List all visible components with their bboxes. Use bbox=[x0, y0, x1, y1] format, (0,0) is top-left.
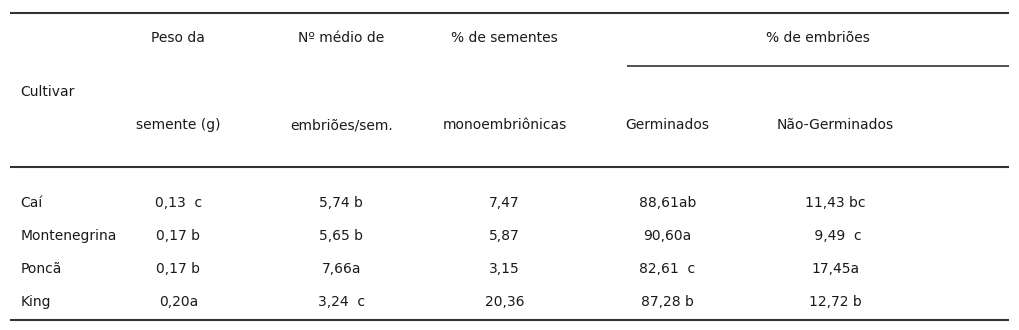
Text: 7,66a: 7,66a bbox=[322, 262, 361, 276]
Text: 5,65 b: 5,65 b bbox=[319, 229, 364, 243]
Text: Cultivar: Cultivar bbox=[20, 85, 74, 99]
Text: monoembriônicas: monoembriônicas bbox=[442, 118, 567, 132]
Text: Montenegrina: Montenegrina bbox=[20, 229, 117, 243]
Text: 0,20a: 0,20a bbox=[159, 295, 198, 309]
Text: King: King bbox=[20, 295, 51, 309]
Text: 90,60a: 90,60a bbox=[643, 229, 692, 243]
Text: 88,61ab: 88,61ab bbox=[639, 196, 696, 210]
Text: 0,13  c: 0,13 c bbox=[155, 196, 202, 210]
Text: 0,17 b: 0,17 b bbox=[156, 229, 201, 243]
Text: 82,61  c: 82,61 c bbox=[639, 262, 696, 276]
Text: 5,87: 5,87 bbox=[489, 229, 520, 243]
Text: 17,45a: 17,45a bbox=[811, 262, 860, 276]
Text: 0,17 b: 0,17 b bbox=[156, 262, 201, 276]
Text: 87,28 b: 87,28 b bbox=[641, 295, 694, 309]
Text: 3,24  c: 3,24 c bbox=[318, 295, 365, 309]
Text: 12,72 b: 12,72 b bbox=[809, 295, 862, 309]
Text: embriões/sem.: embriões/sem. bbox=[290, 118, 392, 132]
Text: 5,74 b: 5,74 b bbox=[319, 196, 364, 210]
Text: 11,43 bc: 11,43 bc bbox=[805, 196, 866, 210]
Text: semente (g): semente (g) bbox=[137, 118, 220, 132]
Text: Caí: Caí bbox=[20, 196, 43, 210]
Text: 7,47: 7,47 bbox=[489, 196, 520, 210]
Text: Não-Germinados: Não-Germinados bbox=[777, 118, 894, 132]
Text: Peso da: Peso da bbox=[152, 31, 205, 45]
Text: Poncã: Poncã bbox=[20, 262, 62, 276]
Text: % de sementes: % de sementes bbox=[451, 31, 557, 45]
Text: Nº médio de: Nº médio de bbox=[299, 31, 384, 45]
Text: 3,15: 3,15 bbox=[489, 262, 520, 276]
Text: 20,36: 20,36 bbox=[485, 295, 524, 309]
Text: 9,49  c: 9,49 c bbox=[810, 229, 861, 243]
Text: % de embriões: % de embriões bbox=[766, 31, 869, 45]
Text: Germinados: Germinados bbox=[626, 118, 709, 132]
